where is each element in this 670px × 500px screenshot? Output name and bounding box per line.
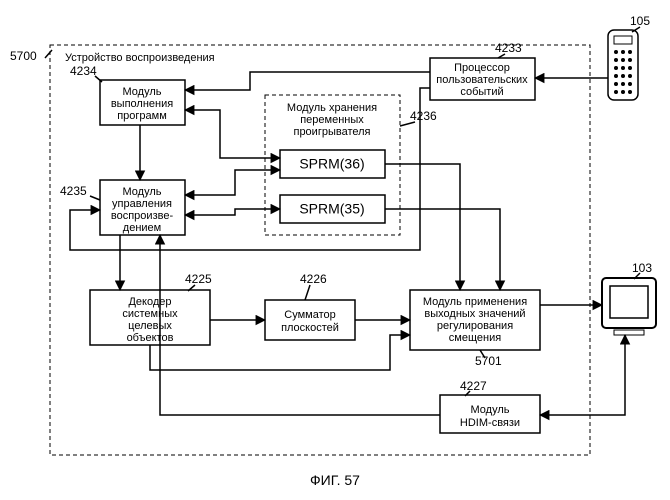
svg-text:смещения: смещения [449, 332, 501, 344]
playback-control-module: Модуль управления воспроизве- дением [100, 180, 185, 235]
svg-text:Модуль: Модуль [471, 404, 510, 416]
sum-ref-leader [305, 285, 310, 300]
store-line2: проигрывателя [293, 126, 370, 138]
play-ref: 4235 [60, 184, 87, 198]
sprm-35: SPRM(35) [280, 195, 385, 223]
sum-ref: 4226 [300, 272, 327, 286]
offset-ref: 5701 [475, 354, 502, 368]
prog-ref-leader [95, 76, 102, 82]
plane-summator: Сумматор плоскостей [265, 300, 355, 340]
svg-text:программ: программ [117, 110, 167, 122]
svg-text:выходных значений: выходных значений [424, 308, 525, 320]
outer-label: Устройство воспроизведения [65, 52, 215, 64]
svg-text:пользовательских: пользовательских [436, 74, 528, 86]
svg-text:Сумматор: Сумматор [284, 309, 335, 321]
edge-play-sprm36 [185, 170, 280, 195]
svg-text:Процессор: Процессор [454, 62, 510, 74]
edge-play-sprm35 [185, 209, 280, 215]
svg-text:плоскостей: плоскостей [281, 322, 339, 334]
svg-text:объектов: объектов [127, 332, 174, 344]
tv-ref: 103 [632, 261, 652, 275]
prog-ref: 4234 [70, 64, 97, 78]
svg-text:воспроизве-: воспроизве- [111, 210, 174, 222]
hdmi-comm-module: Модуль HDIM-связи [440, 395, 540, 433]
svg-text:Модуль: Модуль [123, 186, 162, 198]
remote-control-icon [608, 30, 638, 100]
store-ref-leader [400, 122, 415, 126]
edge-proc-prog [185, 72, 430, 90]
sprm-36: SPRM(36) [280, 150, 385, 178]
svg-text:Модуль: Модуль [123, 86, 162, 98]
system-target-decoder: Декодер системных целевых объектов [90, 290, 210, 345]
outer-ref: 5700 [10, 49, 37, 63]
svg-text:выполнения: выполнения [111, 98, 173, 110]
figure-caption: ФИГ. 57 [310, 472, 360, 488]
svg-text:SPRM(35): SPRM(35) [299, 201, 364, 217]
svg-text:HDIM-связи: HDIM-связи [460, 417, 520, 429]
tv-icon [602, 278, 656, 335]
svg-text:Декодер: Декодер [128, 296, 171, 308]
svg-text:событий: событий [460, 86, 503, 98]
edge-hdmi-tv [540, 335, 625, 415]
svg-text:Модуль применения: Модуль применения [423, 296, 527, 308]
remote-ref: 105 [630, 14, 650, 28]
offset-output-module: Модуль применения выходных значений регу… [410, 290, 540, 350]
svg-text:SPRM(36): SPRM(36) [299, 156, 364, 172]
program-exec-module: Модуль выполнения программ [100, 80, 185, 125]
user-event-processor: Процессор пользовательских событий [430, 58, 535, 100]
dec-ref: 4225 [185, 272, 212, 286]
store-line1: переменных [300, 114, 364, 126]
edge-sprm36-offset [385, 164, 460, 290]
hdmi-ref: 4227 [460, 379, 487, 393]
svg-text:системных: системных [122, 308, 178, 320]
svg-text:дением: дением [123, 222, 161, 234]
svg-text:целевых: целевых [128, 320, 172, 332]
play-ref-leader [90, 196, 100, 200]
outer-ref-leader [45, 50, 52, 58]
proc-ref: 4233 [495, 41, 522, 55]
store-ref: 4236 [410, 109, 437, 123]
svg-text:управления: управления [112, 198, 172, 210]
svg-text:регулирования: регулирования [437, 320, 513, 332]
store-line0: Модуль хранения [287, 102, 377, 114]
edge-prog-sprm36 [185, 110, 280, 158]
